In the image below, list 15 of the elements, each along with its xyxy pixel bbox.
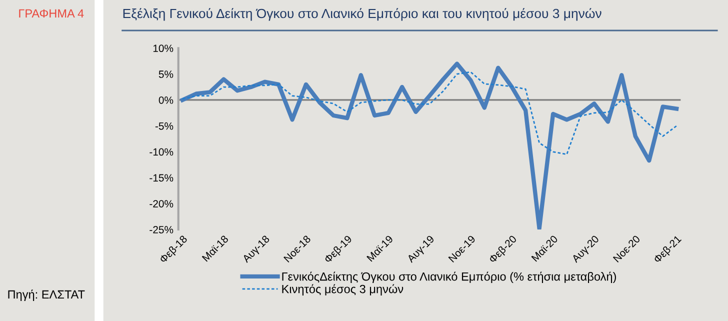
chart-title: Εξέλιξη Γενικού Δείκτη Όγκου στο Λιανικό Εμπόριο και του κινητού μέσου 3 μηνών [123, 8, 602, 21]
y-tick-label: 0% [158, 96, 174, 104]
y-tick-label: -10% [150, 148, 174, 156]
legend-label: ΓενικόςΔείκτης Όγκου στο Λιανικό Εμπόριο (% ετήσια μεταβολή) [282, 272, 616, 284]
line-series [182, 71, 678, 156]
y-tick-label: -25% [150, 226, 174, 234]
y-tick-label: 5% [158, 70, 174, 78]
y-tick-label: -15% [150, 174, 174, 182]
text: ΓΡΑΦΗΜΑ 4 [19, 9, 84, 18]
y-tick-label: -5% [155, 122, 174, 130]
legend-label: Κινητός μέσος 3 μηνών [282, 284, 404, 296]
text: Πηγή: ΕΛΣΤΑΤ [8, 290, 85, 301]
y-tick-label: 10% [153, 44, 174, 52]
y-tick-label: -20% [150, 200, 174, 208]
line-series [180, 62, 679, 230]
